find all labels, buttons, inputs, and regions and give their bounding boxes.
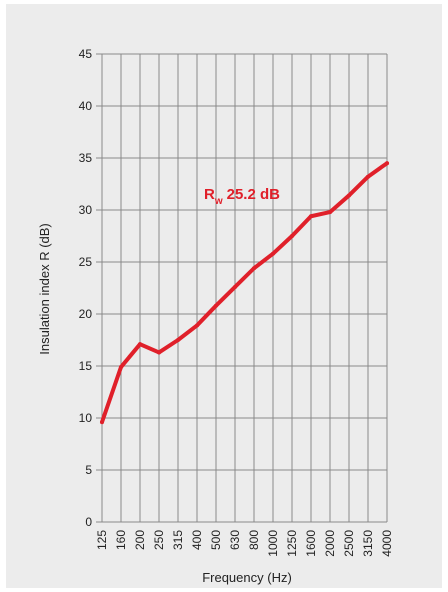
x-tick-label: 160 bbox=[114, 530, 128, 550]
x-tick-label: 500 bbox=[209, 530, 223, 550]
x-axis-title: Frequency (Hz) bbox=[202, 570, 292, 585]
data-point bbox=[100, 420, 104, 425]
series-line bbox=[100, 161, 389, 425]
x-tick-label: 1600 bbox=[304, 530, 318, 557]
x-tick-label: 1250 bbox=[285, 530, 299, 557]
y-tick-label: 35 bbox=[79, 151, 93, 165]
rw-annotation-symbol: R bbox=[204, 186, 215, 203]
y-tick-label: 15 bbox=[79, 359, 93, 373]
x-tick-label: 125 bbox=[95, 530, 109, 550]
y-tick-label: 20 bbox=[79, 307, 93, 321]
rw-annotation-subscript: w bbox=[214, 196, 223, 207]
x-tick-label: 1000 bbox=[266, 530, 280, 557]
data-point bbox=[366, 174, 370, 179]
x-tick-label: 2500 bbox=[342, 530, 356, 557]
data-point bbox=[271, 251, 275, 256]
y-tick-label: 5 bbox=[85, 463, 92, 477]
data-point bbox=[119, 365, 123, 370]
rw-annotation: Rw 25.2 dB bbox=[204, 186, 280, 207]
data-point bbox=[328, 210, 332, 215]
x-axis-ticks: 125 160 200 250 315 400 500 630 800 1000 1250 1600 2… bbox=[95, 530, 394, 557]
x-tick-label: 4000 bbox=[380, 530, 394, 557]
data-point bbox=[138, 342, 142, 347]
x-tick-label: 315 bbox=[171, 530, 185, 550]
y-tick-label: 0 bbox=[85, 515, 92, 529]
x-tick-label: 400 bbox=[190, 530, 204, 550]
series-points bbox=[100, 161, 389, 425]
y-tick-label: 45 bbox=[79, 47, 93, 61]
x-tick-label: 250 bbox=[152, 530, 166, 550]
y-tick-label: 30 bbox=[79, 203, 93, 217]
data-point bbox=[176, 338, 180, 342]
data-point bbox=[157, 350, 161, 355]
x-tick-label: 800 bbox=[247, 530, 261, 550]
data-point bbox=[347, 193, 351, 198]
data-point bbox=[252, 266, 256, 271]
rw-annotation-value: 25.2 dB bbox=[227, 186, 281, 203]
x-tick-label: 630 bbox=[228, 530, 242, 550]
x-tick-label: 3150 bbox=[361, 530, 375, 557]
y-tick-label: 10 bbox=[79, 411, 93, 425]
x-tick-label: 2000 bbox=[323, 530, 337, 557]
y-axis-title: Insulation index R (dB) bbox=[37, 223, 52, 355]
y-tick-label: 25 bbox=[79, 255, 93, 269]
y-axis-ticks: 0 5 10 15 20 25 30 35 40 45 bbox=[79, 47, 102, 529]
data-point bbox=[385, 161, 389, 166]
y-tick-label: 40 bbox=[79, 99, 93, 113]
grid bbox=[101, 53, 388, 523]
data-point bbox=[309, 214, 313, 219]
data-point bbox=[195, 323, 199, 328]
data-point bbox=[233, 284, 237, 289]
data-point bbox=[214, 303, 218, 308]
x-tick-label: 200 bbox=[133, 530, 147, 550]
data-point bbox=[290, 234, 294, 238]
